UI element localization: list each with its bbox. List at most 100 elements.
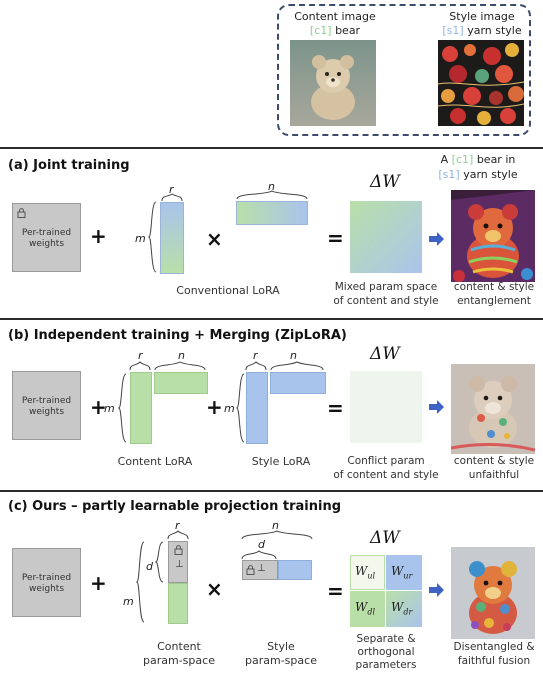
r-label-c: r bbox=[175, 519, 180, 532]
style-lora-b bbox=[270, 372, 326, 394]
n-label-a: n bbox=[268, 180, 275, 193]
separate-label-3: parameters bbox=[355, 659, 417, 671]
delta-w-a: ΔW bbox=[370, 172, 400, 192]
rank-label-a: r bbox=[169, 183, 174, 196]
perp-symbol-style: ⊥ bbox=[257, 563, 266, 574]
pretrained-weights-b: Per-trained weights bbox=[12, 371, 81, 440]
prompt-post: bear in bbox=[476, 153, 516, 166]
mixed-param-square bbox=[350, 201, 422, 273]
block-dr bbox=[386, 591, 422, 627]
w-dr-label: Wdr bbox=[391, 600, 412, 616]
lock-icon bbox=[246, 565, 255, 575]
divider-3 bbox=[0, 490, 543, 492]
style-image-yarn bbox=[438, 40, 524, 126]
w-dr-sub: dr bbox=[403, 607, 413, 617]
brace-icon bbox=[245, 361, 324, 371]
style-lora-label: Style LoRA bbox=[251, 455, 311, 468]
divider-2 bbox=[0, 318, 543, 320]
prompt-line-1: A [c1] bear in bbox=[420, 153, 536, 166]
pretrained-weights-a: Per-trained weights bbox=[12, 203, 81, 272]
brace-icon bbox=[236, 373, 245, 443]
delta-w-b: ΔW bbox=[370, 344, 400, 364]
weights-label-a: Per-trained weights bbox=[21, 228, 72, 249]
conventional-lora-label: Conventional LoRA bbox=[176, 284, 280, 297]
m-label-b-style: m bbox=[224, 402, 235, 415]
lora-b-matrix-a bbox=[236, 201, 308, 225]
result-image-c bbox=[451, 547, 535, 639]
learnable-content bbox=[168, 583, 188, 624]
r-label-b-style: r bbox=[253, 349, 258, 362]
result-c-label-2: faithful fusion bbox=[457, 655, 531, 667]
d-label-c: d bbox=[146, 560, 153, 573]
right-arrow-icon bbox=[429, 400, 444, 414]
lock-icon bbox=[17, 208, 26, 218]
mixed-label-2: of content and style bbox=[333, 295, 439, 307]
style-image-caption: [s1] yarn style bbox=[428, 24, 536, 37]
style-image-title: Style image bbox=[449, 10, 515, 23]
divider-1 bbox=[0, 147, 543, 149]
content-space-label-2: param-space bbox=[143, 654, 215, 667]
plus-b-1: + bbox=[90, 395, 107, 419]
result-c-label-1: Disentangled & bbox=[453, 641, 535, 653]
prompt-content-token: [c1] bbox=[451, 153, 474, 166]
times-c: × bbox=[206, 577, 223, 601]
m-label-b-content: m bbox=[104, 402, 115, 415]
style-lora-a bbox=[246, 372, 268, 444]
block-ur bbox=[386, 555, 422, 590]
w-dl-main: W bbox=[355, 600, 368, 614]
d-label-c-style: d bbox=[258, 538, 265, 551]
prompt-pre: A bbox=[440, 153, 449, 166]
brace-icon bbox=[148, 201, 157, 273]
brace-icon bbox=[241, 530, 313, 540]
frozen-projection-style: ⊥ bbox=[242, 560, 278, 580]
result-image-b bbox=[451, 364, 535, 454]
equals-b: = bbox=[327, 396, 344, 420]
separate-label-2: orthogonal bbox=[357, 646, 415, 658]
plus-a: + bbox=[90, 224, 107, 248]
style-word: yarn style bbox=[467, 24, 522, 37]
n-label-c: n bbox=[272, 519, 279, 532]
content-lora-a bbox=[130, 372, 152, 444]
w-ur-sub: ur bbox=[403, 571, 413, 581]
frozen-projection-content: ⊥ bbox=[168, 541, 188, 583]
r-label-b-content: r bbox=[138, 349, 143, 362]
content-image-bear bbox=[290, 40, 376, 126]
brace-icon bbox=[241, 550, 277, 560]
right-arrow-icon bbox=[429, 232, 444, 246]
brace-icon bbox=[129, 361, 206, 371]
brace-icon bbox=[136, 541, 145, 623]
equals-a: = bbox=[327, 226, 344, 250]
content-image-title: Content image bbox=[294, 10, 376, 23]
w-dl-label: Wdl bbox=[355, 600, 375, 616]
n-label-b-content: n bbox=[178, 349, 185, 362]
prompt-line-2: [s1] yarn style bbox=[420, 168, 536, 181]
n-label-b-style: n bbox=[290, 349, 297, 362]
section-a-title: (a) Joint training bbox=[8, 158, 130, 173]
style-space-label-1: Style bbox=[267, 640, 295, 653]
section-c-title: (c) Ours – partly learnable projection t… bbox=[8, 499, 342, 514]
brace-icon bbox=[155, 541, 164, 583]
reference-images-box bbox=[277, 4, 531, 136]
times-a: × bbox=[206, 227, 223, 251]
w-dl-sub: dl bbox=[367, 607, 376, 617]
section-b-title: (b) Independent training + Merging (ZipL… bbox=[8, 328, 347, 343]
content-space-label-1: Content bbox=[157, 640, 201, 653]
prompt-style-word: yarn style bbox=[463, 168, 518, 181]
pretrained-weights-c: Per-trained weights bbox=[12, 548, 81, 617]
lora-a-matrix-a bbox=[160, 202, 184, 274]
result-b-label-1: content & style bbox=[453, 455, 535, 467]
brace-icon bbox=[161, 193, 183, 202]
result-image-a bbox=[451, 190, 535, 282]
style-space-label-2: param-space bbox=[245, 654, 317, 667]
lock-icon bbox=[174, 545, 183, 555]
style-token: [s1] bbox=[442, 24, 464, 37]
mixed-label-1: Mixed param space bbox=[334, 281, 438, 293]
w-ul-label: Wul bbox=[355, 564, 375, 580]
w-ur-main: W bbox=[391, 564, 404, 578]
content-word: bear bbox=[335, 24, 361, 37]
w-ul-main: W bbox=[355, 564, 368, 578]
m-label-c: m bbox=[123, 595, 134, 608]
conflict-param-square bbox=[350, 371, 422, 443]
w-dr-main: W bbox=[391, 600, 404, 614]
brace-icon bbox=[118, 373, 127, 443]
